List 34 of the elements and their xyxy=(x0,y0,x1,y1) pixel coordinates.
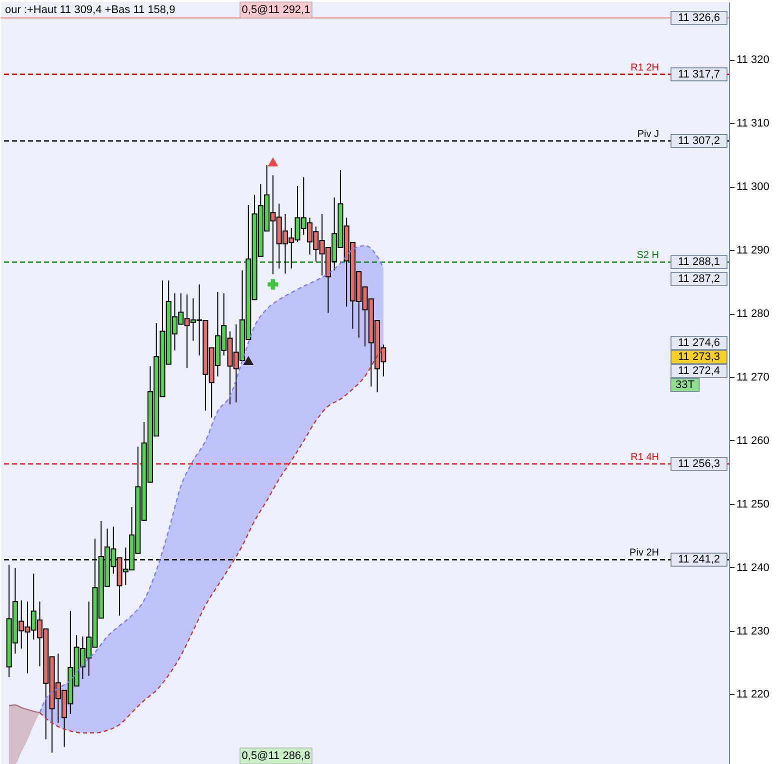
annotation: 11 272,4 xyxy=(678,365,720,377)
annotation: 11 307,2 xyxy=(678,134,720,147)
y-tick-label: 11 290 xyxy=(736,244,770,257)
y-tick-label: 11 300 xyxy=(736,181,770,194)
annotation: our :+Haut 11 309,4 +Bas 11 158,9 xyxy=(5,4,176,16)
ref-line-label: R1 4H xyxy=(630,452,659,463)
ref-line-label: Piv 2H xyxy=(630,548,659,559)
point xyxy=(268,157,278,166)
annotation: 11 274,6 xyxy=(678,337,720,349)
y-tick-label: 11 230 xyxy=(736,625,770,638)
annotation: 11 256,3 xyxy=(678,458,720,470)
annotation: 11 326,6 xyxy=(678,12,720,24)
annotation: 33T xyxy=(676,379,695,391)
ref-line-label: R1 2H xyxy=(630,62,659,74)
annotation: 11 241,2 xyxy=(678,554,720,566)
ref-line-label: S2 H xyxy=(636,250,659,262)
y-tick-label: 11 240 xyxy=(736,562,770,574)
y-tick-label: 11 310 xyxy=(736,118,770,130)
annotation: 11 287,2 xyxy=(678,273,720,285)
line-series xyxy=(8,704,40,714)
ref-line-label: Piv J xyxy=(637,128,659,140)
annotation: 11 317,7 xyxy=(678,68,720,80)
y-tick-label: 11 220 xyxy=(736,688,770,701)
annotation: 11 273,3 xyxy=(678,351,720,363)
annotation: 11 288,1 xyxy=(678,256,720,268)
y-tick-label: 11 320 xyxy=(736,54,770,66)
y-tick-label: 11 250 xyxy=(736,498,770,510)
annotation: 0,5@11 292,1 xyxy=(242,4,310,16)
y-tick-label: 11 270 xyxy=(736,371,770,384)
annotation: 0,5@11 286,8 xyxy=(242,750,310,762)
y-tick-label: 11 260 xyxy=(736,434,770,447)
y-tick-label: 11 280 xyxy=(736,308,770,320)
point xyxy=(243,356,254,366)
point xyxy=(268,279,278,290)
